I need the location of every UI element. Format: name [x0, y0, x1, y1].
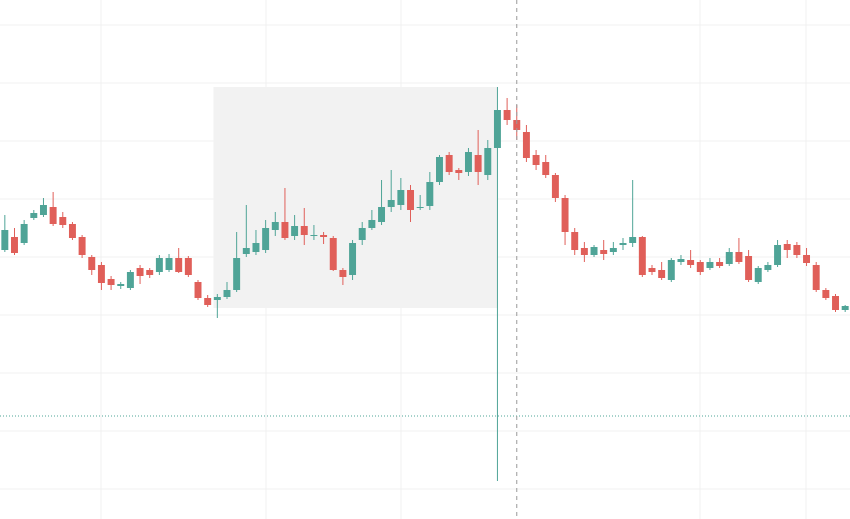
candle-body — [329, 238, 337, 270]
candle-body — [793, 245, 801, 255]
candle-body — [561, 198, 569, 232]
candle-body — [522, 132, 530, 158]
candle-body — [812, 265, 820, 290]
candle-body — [822, 290, 830, 298]
candle-body — [464, 152, 472, 172]
candle-body — [426, 182, 434, 206]
candle-body — [223, 290, 231, 297]
candle-body — [68, 224, 76, 238]
candle-body — [493, 110, 501, 148]
candle-body — [49, 207, 57, 224]
candle-body — [764, 265, 772, 270]
candle-body — [30, 213, 38, 218]
candle-body — [204, 298, 212, 305]
candle-body — [619, 243, 627, 245]
candle-body — [126, 272, 134, 288]
candle-body — [725, 252, 733, 264]
candle-body — [638, 237, 646, 275]
candle-body — [551, 175, 559, 198]
candle-body — [155, 258, 163, 272]
candle-body — [841, 306, 849, 310]
candle-body — [320, 235, 328, 237]
candle-body — [262, 228, 270, 250]
candle-body — [378, 207, 386, 222]
candle-body — [436, 157, 443, 182]
candle-body — [213, 297, 221, 300]
candle-body — [416, 207, 424, 208]
candle-body — [117, 284, 125, 286]
candle-body — [455, 170, 463, 173]
candle-body — [629, 237, 637, 243]
candle-body — [735, 252, 743, 262]
candle-body — [445, 155, 453, 172]
candle-body — [20, 224, 28, 243]
candle-body — [677, 259, 685, 262]
candle-body — [78, 237, 86, 255]
candle-body — [11, 237, 18, 253]
candle-body — [832, 296, 839, 310]
candle-body — [706, 262, 714, 268]
candle-body — [542, 162, 550, 175]
candle-body — [590, 247, 598, 255]
candle-body — [687, 260, 695, 265]
candle-body — [107, 279, 115, 285]
candle-body — [484, 148, 492, 175]
candle-body — [300, 226, 308, 235]
candle-body — [271, 222, 279, 230]
candle-body — [194, 282, 202, 298]
candle-body — [532, 155, 540, 165]
candle-body — [349, 243, 357, 275]
candle-body — [358, 228, 366, 240]
candle-body — [600, 250, 608, 254]
candle-body — [503, 110, 511, 120]
candle-body — [774, 245, 782, 265]
candle-body — [165, 258, 173, 270]
candle-body — [184, 258, 192, 275]
candle-body — [39, 205, 47, 215]
candle-body — [233, 258, 241, 290]
candle-body — [387, 200, 395, 207]
candle-body — [242, 248, 250, 254]
candle-body — [783, 244, 791, 250]
candle-body — [97, 265, 105, 283]
candle-body — [745, 256, 753, 280]
candle-body — [291, 226, 299, 236]
candle-body — [716, 262, 724, 266]
candle-body — [667, 260, 675, 280]
candle-body — [146, 270, 154, 275]
candle-body — [252, 243, 260, 252]
candle-body — [580, 248, 588, 255]
candle-body — [571, 232, 579, 250]
candle-body — [474, 155, 482, 172]
candle-body — [1, 230, 9, 250]
candle-body — [397, 190, 405, 205]
candle-body — [175, 258, 183, 272]
candle-body — [648, 268, 656, 272]
candle-body — [407, 190, 414, 210]
candle-body — [281, 222, 289, 238]
candle-body — [310, 235, 318, 236]
candle-body — [88, 257, 96, 270]
candle-body — [803, 255, 811, 263]
candle-body — [658, 270, 666, 278]
candle-body — [339, 270, 347, 277]
candle-body — [754, 268, 762, 282]
candle-body — [696, 262, 704, 272]
candle-body — [136, 268, 144, 276]
candle-body — [368, 220, 376, 228]
candle-body — [59, 217, 67, 225]
candle-body — [513, 120, 521, 130]
candle-body — [609, 248, 617, 252]
